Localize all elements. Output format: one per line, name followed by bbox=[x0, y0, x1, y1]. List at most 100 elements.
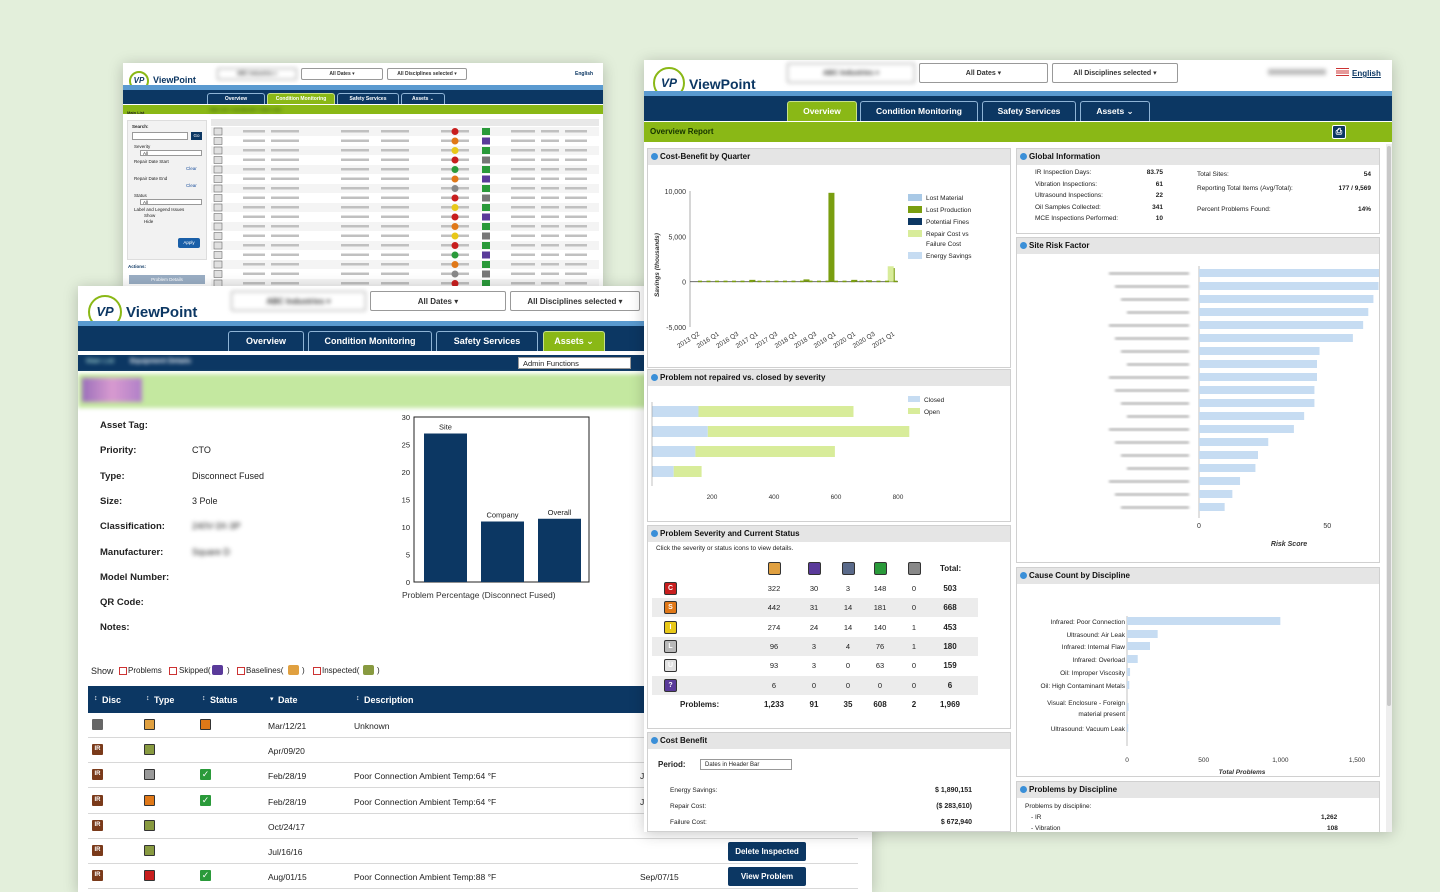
severity-cell[interactable]: 30 bbox=[809, 584, 819, 593]
admin-functions-select[interactable]: Admin Functions bbox=[518, 357, 631, 369]
status-header-icon[interactable] bbox=[768, 562, 781, 575]
info-icon[interactable] bbox=[1020, 572, 1027, 579]
severity-icon[interactable]: U bbox=[664, 659, 677, 673]
dates-select[interactable]: All Dates ▾ bbox=[370, 291, 506, 311]
site-select[interactable]: ABC Industries ▾ bbox=[217, 68, 297, 80]
tab-overview[interactable]: Overview bbox=[787, 101, 857, 121]
show-radio[interactable]: Show bbox=[144, 213, 156, 218]
tab-condition-monitoring[interactable]: Condition Monitoring bbox=[267, 93, 335, 104]
severity-cell[interactable]: 140 bbox=[873, 622, 887, 632]
info-icon[interactable] bbox=[1020, 242, 1027, 249]
severity-cell[interactable]: 1 bbox=[911, 622, 917, 632]
language-link[interactable]: English bbox=[575, 71, 594, 77]
severity-select[interactable]: All bbox=[140, 150, 202, 156]
info-icon[interactable] bbox=[1020, 786, 1027, 793]
col-disc[interactable]: Disc bbox=[102, 695, 122, 705]
status-header-icon[interactable] bbox=[874, 562, 887, 575]
period-select[interactable]: Dates in Header Bar bbox=[700, 759, 792, 770]
site-select[interactable]: ABC Industries ▾ bbox=[231, 291, 366, 311]
info-icon[interactable] bbox=[651, 530, 658, 537]
severity-cell[interactable]: 1 bbox=[911, 641, 917, 651]
severity-cell[interactable]: 0 bbox=[811, 680, 817, 690]
severity-cell[interactable]: 0 bbox=[845, 661, 851, 671]
dates-select[interactable]: All Dates ▾ bbox=[919, 63, 1048, 83]
severity-cell[interactable]: 0 bbox=[911, 661, 917, 671]
table-row[interactable]: IR ✓ Feb/28/19 Poor Connection Ambient Temp… bbox=[88, 789, 858, 814]
status-select[interactable]: All bbox=[140, 199, 202, 205]
tab-overview[interactable]: Overview bbox=[228, 331, 304, 351]
scrollbar[interactable] bbox=[1386, 144, 1392, 832]
disciplines-select[interactable]: All Disciplines selected ▾ bbox=[1052, 63, 1178, 83]
severity-icon[interactable]: ? bbox=[664, 678, 677, 692]
row-action-button[interactable]: Delete Inspected bbox=[728, 842, 806, 861]
site-select[interactable]: ABC Industries ▾ bbox=[787, 63, 915, 83]
severity-cell[interactable]: 3 bbox=[811, 661, 817, 671]
severity-cell[interactable]: 76 bbox=[875, 641, 885, 651]
show-problems-checkbox[interactable] bbox=[119, 667, 127, 675]
table-row[interactable]: IR Jul/16/16 Delete Inspected bbox=[88, 839, 858, 864]
severity-cell[interactable]: 442 bbox=[767, 603, 781, 613]
info-icon[interactable] bbox=[1020, 153, 1027, 160]
tab-assets[interactable]: Assets ⌄ bbox=[401, 93, 445, 104]
severity-icon[interactable]: S bbox=[664, 601, 677, 615]
show-inspected-checkbox[interactable] bbox=[313, 667, 321, 675]
tab-safety-services[interactable]: Safety Services bbox=[337, 93, 399, 104]
severity-cell[interactable]: 0 bbox=[911, 584, 917, 593]
severity-cell[interactable]: 148 bbox=[873, 584, 887, 593]
severity-cell[interactable]: 6 bbox=[771, 680, 777, 690]
info-icon[interactable] bbox=[651, 374, 658, 381]
severity-icon[interactable]: I bbox=[664, 620, 677, 634]
table-row[interactable]: IR Apr/09/20 bbox=[88, 738, 858, 764]
hide-radio[interactable]: Hide bbox=[144, 219, 154, 224]
severity-cell[interactable]: 0 bbox=[877, 680, 883, 690]
severity-cell[interactable]: 63 bbox=[875, 661, 885, 671]
tab-safety-services[interactable]: Safety Services bbox=[982, 101, 1076, 121]
tab-condition-monitoring[interactable]: Condition Monitoring bbox=[308, 331, 432, 351]
severity-cell[interactable]: 4 bbox=[845, 641, 851, 651]
severity-cell[interactable]: 96 bbox=[769, 641, 779, 651]
problem-details-button[interactable]: Problem Details bbox=[129, 275, 205, 284]
severity-cell[interactable]: 3 bbox=[811, 641, 817, 651]
table-row[interactable]: IR ✓ Feb/28/19 Poor Connection Ambient Temp… bbox=[88, 763, 858, 789]
row-action-button[interactable]: View Problem bbox=[728, 867, 806, 887]
severity-cell[interactable]: 0 bbox=[911, 603, 917, 613]
severity-cell[interactable]: 0 bbox=[911, 680, 917, 690]
tab-overview[interactable]: Overview bbox=[207, 93, 265, 104]
severity-cell[interactable]: 14 bbox=[843, 622, 853, 632]
apply-button[interactable]: Apply bbox=[178, 238, 200, 248]
tab-safety-services[interactable]: Safety Services bbox=[436, 331, 538, 351]
clear-end-link[interactable]: Clear bbox=[186, 183, 197, 188]
info-icon[interactable] bbox=[651, 153, 658, 160]
col-status[interactable]: Status bbox=[210, 695, 238, 705]
disciplines-select[interactable]: All Disciplines selected ▾ bbox=[387, 68, 467, 80]
disciplines-select[interactable]: All Disciplines selected ▾ bbox=[510, 291, 640, 311]
language-link[interactable]: English bbox=[1352, 69, 1381, 78]
severity-cell[interactable]: 181 bbox=[873, 603, 887, 613]
tab-assets[interactable]: Assets ⌄ bbox=[1080, 101, 1150, 121]
tab-condition-monitoring[interactable]: Condition Monitoring bbox=[860, 101, 978, 121]
severity-cell[interactable]: 24 bbox=[809, 622, 819, 632]
table-row[interactable]: IR ✓ Aug/01/15 Poor Connection Ambient Temp… bbox=[88, 864, 858, 890]
severity-icon[interactable]: L bbox=[664, 639, 677, 653]
go-button[interactable]: Go bbox=[191, 132, 202, 140]
severity-cell[interactable]: 31 bbox=[809, 603, 819, 613]
table-row[interactable]: Mar/12/21 Unknown bbox=[88, 713, 858, 738]
print-icon[interactable]: ⎙ bbox=[1332, 125, 1346, 139]
severity-icon[interactable]: C bbox=[664, 582, 677, 595]
severity-cell[interactable]: 93 bbox=[769, 661, 779, 671]
severity-cell[interactable]: 322 bbox=[767, 584, 781, 593]
status-header-icon[interactable] bbox=[908, 562, 921, 575]
status-header-icon[interactable] bbox=[808, 562, 821, 575]
dates-select[interactable]: All Dates ▾ bbox=[301, 68, 383, 80]
breadcrumb-main[interactable]: Main List bbox=[86, 358, 115, 365]
info-icon[interactable] bbox=[651, 737, 658, 744]
severity-cell[interactable]: 3 bbox=[845, 584, 851, 593]
severity-cell[interactable]: 0 bbox=[845, 680, 851, 690]
show-skipped-checkbox[interactable] bbox=[169, 667, 177, 675]
col-type[interactable]: Type bbox=[154, 695, 175, 705]
show-baselines-checkbox[interactable] bbox=[237, 667, 245, 675]
status-header-icon[interactable] bbox=[842, 562, 855, 575]
clear-start-link[interactable]: Clear bbox=[186, 166, 197, 171]
severity-cell[interactable]: 274 bbox=[767, 622, 781, 632]
tab-assets[interactable]: Assets ⌄ bbox=[543, 331, 605, 351]
